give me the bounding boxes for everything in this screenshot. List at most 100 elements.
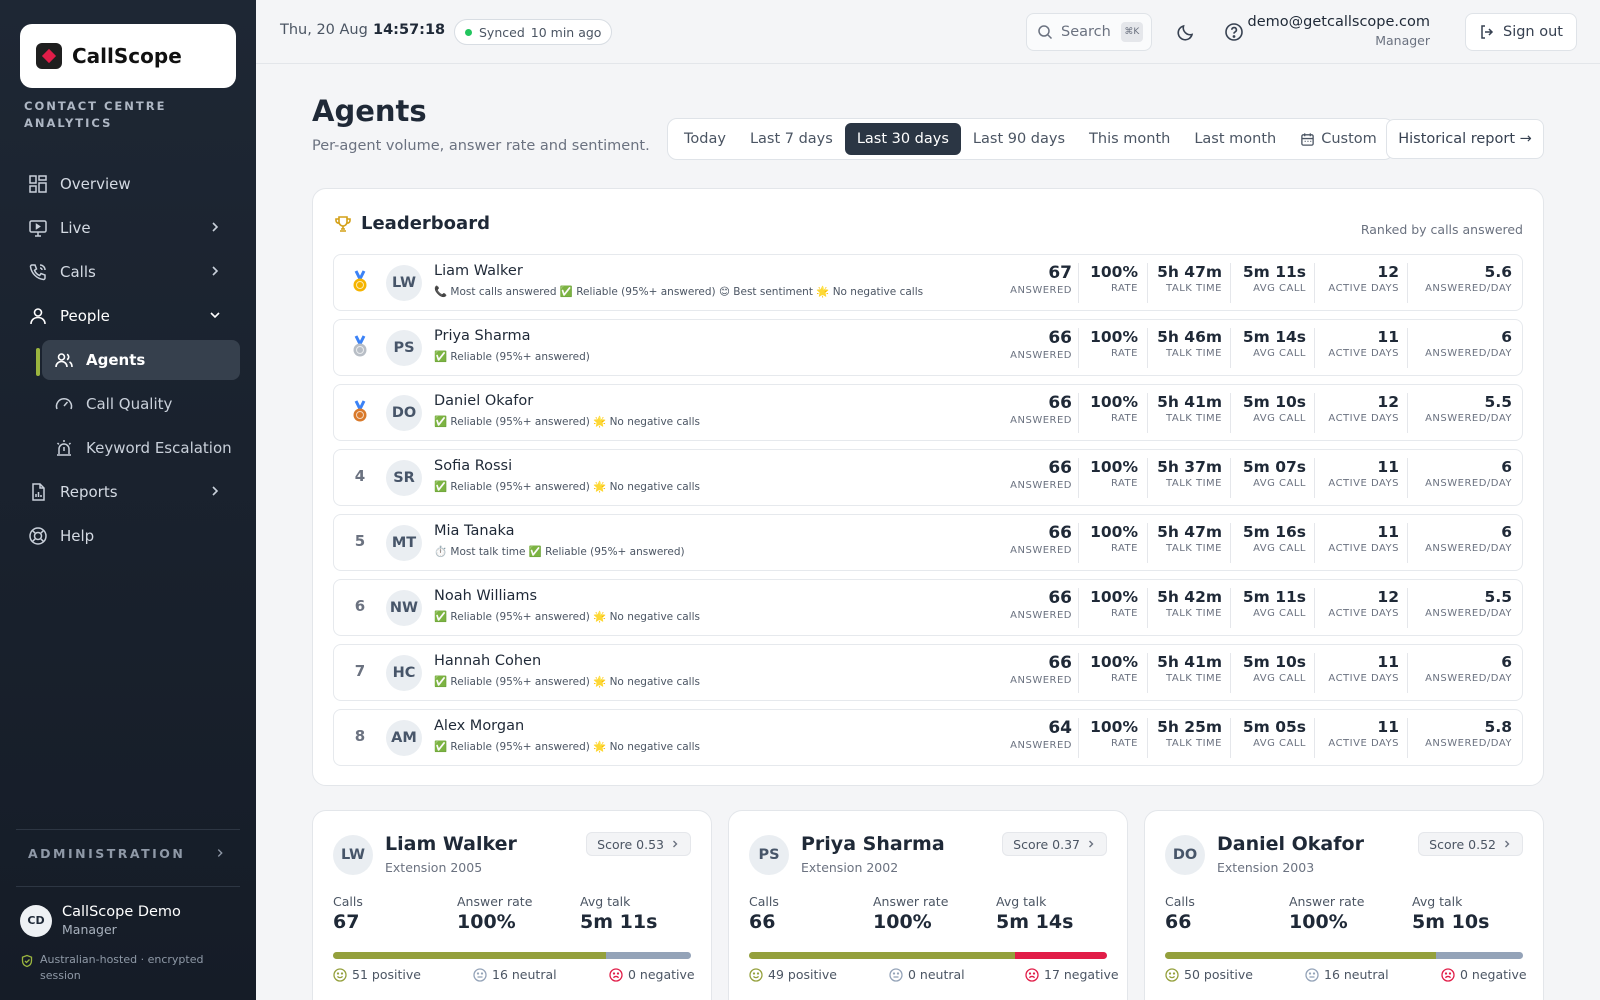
search-button[interactable]: Search ⌘K xyxy=(1026,13,1152,51)
leaderboard-row[interactable]: 6 NW Noah Williams ✅ Reliable (95%+ answere… xyxy=(333,579,1523,636)
sidebar-item-label: Calls xyxy=(60,263,96,281)
divider xyxy=(1147,718,1148,758)
help-button[interactable] xyxy=(1222,20,1246,44)
sidebar-item-agents[interactable]: Agents xyxy=(42,340,240,380)
agent-name[interactable]: Daniel Okafor xyxy=(434,393,534,409)
stat-label: ANSWERED/DAY xyxy=(1425,413,1512,424)
neutral-face-icon xyxy=(1305,967,1319,982)
range-this-month[interactable]: This month xyxy=(1089,131,1171,147)
leaderboard-row[interactable]: 5 MT Mia Tanaka ⏱️ Most talk time ✅ Reliabl… xyxy=(333,514,1523,571)
stat-value: 5h 25m xyxy=(1157,718,1222,736)
stat-label: ACTIVE DAYS xyxy=(1328,543,1399,554)
logo[interactable]: CallScope xyxy=(20,24,236,88)
sentiment-negative-segment xyxy=(1014,952,1107,959)
metric-answer-rate: Answer rate 100% xyxy=(1289,894,1364,933)
stat-label: AVG CALL xyxy=(1253,543,1306,554)
stat-answered: 66 ANSWERED xyxy=(982,588,1072,621)
sentiment-positive-segment xyxy=(749,952,1015,959)
divider xyxy=(1314,588,1315,628)
agent-name[interactable]: Hannah Cohen xyxy=(434,653,542,669)
agent-name[interactable]: Priya Sharma xyxy=(434,328,531,344)
stat-label: ANSWERED/DAY xyxy=(1425,673,1512,684)
stat-rate: 100% RATE xyxy=(1086,328,1138,359)
historical-report-button[interactable]: Historical report → xyxy=(1386,119,1544,159)
agent-name[interactable]: Sofia Rossi xyxy=(434,458,513,474)
sidebar-item-overview[interactable]: Overview xyxy=(20,162,240,206)
stat-answered: 64 ANSWERED xyxy=(982,718,1072,751)
metric-calls: Calls 67 xyxy=(333,894,363,933)
score-badge[interactable]: Score 0.52 xyxy=(1418,832,1523,856)
sentiment-positive: 49 positive xyxy=(749,967,837,982)
agent-card[interactable]: DO Daniel Okafor Extension 2003 Score 0.… xyxy=(1144,810,1544,1000)
logo-mark-icon xyxy=(36,43,62,69)
leaderboard-row[interactable]: LW Liam Walker 📞 Most calls answered ✅ Rel… xyxy=(333,254,1523,311)
agent-name[interactable]: Noah Williams xyxy=(434,588,538,604)
stat-label: ANSWERED xyxy=(1010,675,1072,686)
sentiment-neutral-label: 0 neutral xyxy=(908,967,965,982)
range-last-7-days[interactable]: Last 7 days xyxy=(749,131,833,147)
agent-name[interactable]: Alex Morgan xyxy=(434,718,525,734)
theme-toggle-button[interactable] xyxy=(1174,20,1198,44)
stat-label: ACTIVE DAYS xyxy=(1328,673,1399,684)
chevron-right-icon[interactable] xyxy=(214,847,226,859)
account-info[interactable]: demo@getcallscope.com Manager xyxy=(1240,14,1430,48)
range-custom[interactable]: Custom xyxy=(1288,123,1389,155)
stat-label: ACTIVE DAYS xyxy=(1328,738,1399,749)
leaderboard-row[interactable]: PS Priya Sharma ✅ Reliable (95%+ answered)… xyxy=(333,319,1523,376)
sidebar-item-call-quality[interactable]: Call Quality xyxy=(42,382,240,426)
administration-section[interactable]: ADMINISTRATION xyxy=(28,846,186,861)
smile-icon xyxy=(333,967,347,982)
current-user[interactable]: CD CallScope Demo Manager xyxy=(20,904,181,937)
leaderboard-row[interactable]: 7 HC Hannah Cohen ✅ Reliable (95%+ answered… xyxy=(333,644,1523,701)
leaderboard-row[interactable]: 8 AM Alex Morgan ✅ Reliable (95%+ answered)… xyxy=(333,709,1523,766)
stat-value: 5.6 xyxy=(1484,263,1512,281)
medal-gold-icon xyxy=(353,270,367,292)
divider xyxy=(1147,393,1148,433)
app-tagline: CONTACT CENTRE ANALYTICS xyxy=(24,99,167,130)
metric-label: Avg talk xyxy=(1412,894,1463,909)
range-last-30-days[interactable]: Last 30 days xyxy=(844,123,961,155)
rank-number: 5 xyxy=(354,532,366,550)
divider xyxy=(1314,718,1315,758)
stat-value: 5h 42m xyxy=(1157,588,1222,606)
stat-label: RATE xyxy=(1110,413,1138,424)
range-last-month[interactable]: Last month xyxy=(1194,131,1277,147)
sidebar-item-reports[interactable]: Reports xyxy=(20,470,240,514)
sync-dot-icon xyxy=(465,28,472,36)
stat-label: ANSWERED/DAY xyxy=(1425,478,1512,489)
stat-answered: 66 ANSWERED xyxy=(982,458,1072,491)
stat-value: 100% xyxy=(1090,458,1138,476)
stat-label: ANSWERED xyxy=(1010,545,1072,556)
rank-number: 8 xyxy=(354,727,366,745)
stat-value: 6 xyxy=(1501,328,1512,346)
range-today[interactable]: Today xyxy=(684,131,726,147)
sign-out-button[interactable]: Sign out xyxy=(1465,13,1577,51)
agent-card[interactable]: PS Priya Sharma Extension 2002 Score 0.3… xyxy=(728,810,1128,1000)
leaderboard-row[interactable]: 4 SR Sofia Rossi ✅ Reliable (95%+ answered)… xyxy=(333,449,1523,506)
sidebar-item-keyword-escalation[interactable]: Keyword Escalation xyxy=(42,426,240,470)
score-badge[interactable]: Score 0.53 xyxy=(586,832,691,856)
range-last-90-days[interactable]: Last 90 days xyxy=(972,131,1066,147)
agent-card[interactable]: LW Liam Walker Extension 2005 Score 0.53… xyxy=(312,810,712,1000)
page-subtitle: Per-agent volume, answer rate and sentim… xyxy=(312,138,650,154)
score-badge[interactable]: Score 0.37 xyxy=(1002,832,1107,856)
agent-name[interactable]: Mia Tanaka xyxy=(434,523,515,539)
sidebar-item-live[interactable]: Live xyxy=(20,206,240,250)
sidebar-item-help[interactable]: Help xyxy=(20,514,240,558)
agent-name[interactable]: Liam Walker xyxy=(434,263,523,279)
stat-value: 100% xyxy=(1090,328,1138,346)
stat-rate: 100% RATE xyxy=(1086,263,1138,294)
stat-value: 5h 47m xyxy=(1157,263,1222,281)
rank-number: 6 xyxy=(354,597,366,615)
divider xyxy=(1407,458,1408,498)
sidebar-item-people[interactable]: People xyxy=(20,294,240,338)
stat-value: 100% xyxy=(1090,653,1138,671)
stat-value: 66 xyxy=(1048,328,1072,348)
leaderboard-row[interactable]: DO Daniel Okafor ✅ Reliable (95%+ answered… xyxy=(333,384,1523,441)
metric-label: Avg talk xyxy=(580,894,631,909)
stat-perday: 5.5 ANSWERED/DAY xyxy=(1409,588,1512,619)
divider xyxy=(1314,263,1315,303)
sentiment-positive: 51 positive xyxy=(333,967,421,982)
sidebar-item-calls[interactable]: Calls xyxy=(20,250,240,294)
alarm-icon xyxy=(54,438,74,458)
